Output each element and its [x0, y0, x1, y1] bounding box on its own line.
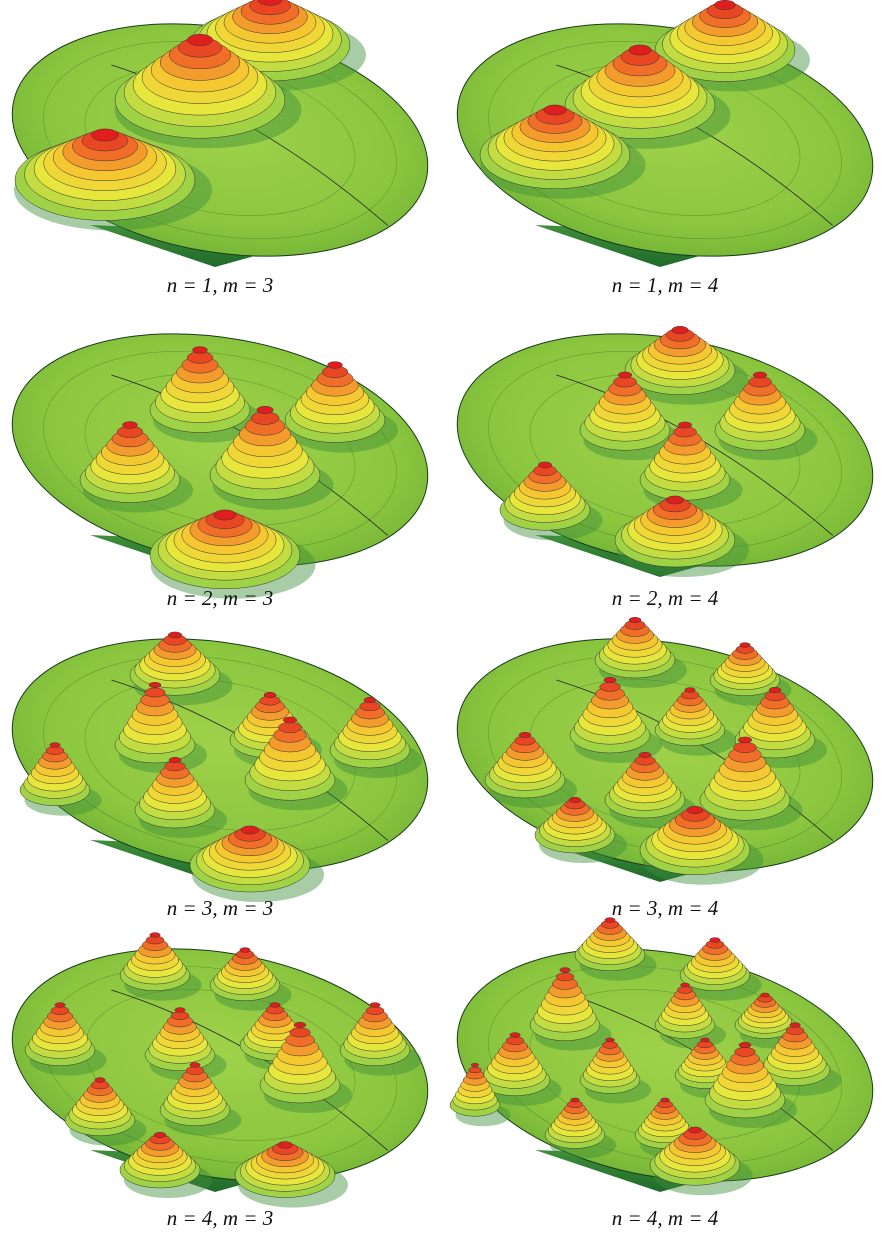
peak-contour [761, 993, 770, 997]
peak-contour [733, 742, 756, 752]
caption: n = 2, m = 4 [612, 586, 719, 610]
peak-contour [677, 987, 692, 994]
peak-contour [606, 1038, 615, 1042]
figure: n = 1, m = 3 n = 1, m = 4 n = 2, m = 3 n = … [0, 0, 884, 1243]
peak-contour [175, 1008, 186, 1013]
peak-contour [168, 632, 182, 638]
peak-contour [571, 1098, 580, 1102]
peak-contour [154, 1132, 166, 1137]
peak-contour [145, 688, 166, 697]
surface-plot [439, 303, 884, 597]
peak-contour [270, 1003, 281, 1008]
peak-contour [765, 692, 786, 701]
peak-contour [366, 1007, 384, 1015]
peak-contour [165, 762, 186, 771]
surface-plot [439, 608, 884, 902]
peak-contour [701, 1038, 710, 1042]
surface-plot [0, 303, 446, 599]
peak-contour [149, 682, 161, 687]
peak [575, 918, 657, 981]
peak-contour [687, 806, 704, 813]
peak-contour [506, 1037, 524, 1045]
peak-contour [241, 826, 259, 834]
peak-contour [715, 0, 736, 9]
peak-contour [193, 347, 208, 354]
caption: n = 1, m = 3 [167, 273, 274, 297]
peak-contour [294, 1022, 306, 1027]
peak-contour [605, 918, 616, 923]
peak-contour [790, 1023, 801, 1028]
peak-contour [471, 1063, 479, 1066]
peak-contour [569, 797, 581, 802]
peak-contour [618, 372, 632, 378]
peak-contour [92, 129, 119, 141]
peak-contour [600, 682, 621, 691]
peak-contour [214, 510, 237, 520]
peak-contour [769, 687, 781, 692]
peak-contour [364, 697, 376, 702]
peak-contour [681, 983, 690, 987]
peak-contour [738, 737, 752, 743]
peak-contour [602, 1042, 617, 1049]
peak-contour [629, 617, 641, 622]
peak-contour [688, 1127, 702, 1133]
peak-contour [678, 422, 692, 428]
peak-contour [190, 1063, 201, 1068]
peak-contour [538, 462, 552, 468]
surface-plot [0, 608, 446, 902]
peak-contour [519, 732, 531, 737]
caption: n = 3, m = 4 [612, 896, 719, 920]
peak-contour [95, 1078, 106, 1083]
peak-contour [685, 688, 696, 693]
peak-contour [187, 34, 213, 45]
peak-contour [278, 722, 301, 732]
peak-contour [740, 643, 751, 648]
peak-contour [753, 372, 767, 378]
peak-contour [604, 677, 616, 682]
peak-contour [639, 752, 651, 757]
peak-contour [55, 1003, 66, 1008]
peak-contour [661, 1098, 670, 1102]
surface-plot [439, 0, 884, 287]
peak-contour [264, 692, 276, 697]
peak-contour [169, 757, 181, 762]
peak-contour [283, 717, 297, 723]
peak-contour [556, 973, 574, 981]
peak-contour [328, 362, 343, 369]
peak-contour [360, 702, 381, 711]
peak-contour [786, 1027, 804, 1035]
surface-plot [0, 918, 446, 1212]
page: {"panels": [ {"caption": "n = 1, m = 3"}… [0, 0, 884, 1243]
caption: n = 3, m = 3 [167, 896, 274, 920]
peak-contour [290, 1028, 311, 1037]
peak-contour [186, 1067, 204, 1075]
peak-contour [46, 747, 64, 755]
peak-contour [629, 45, 652, 55]
peak-contour [666, 496, 684, 504]
peak-contour [560, 968, 571, 973]
caption: n = 1, m = 4 [612, 273, 719, 297]
peak-contour [710, 938, 721, 943]
peak-contour [469, 1067, 482, 1073]
peak-contour [544, 105, 567, 115]
peak-contour [278, 1142, 293, 1149]
peak-contour [51, 1007, 69, 1015]
peak-contour [739, 1042, 751, 1047]
caption: n = 4, m = 3 [167, 1206, 274, 1230]
peak-contour [257, 406, 274, 413]
peak-contour [123, 422, 138, 429]
peak-contour [672, 326, 689, 333]
peak-contour [370, 1003, 381, 1008]
peak-contour [510, 1033, 521, 1038]
peak-contour [240, 948, 251, 953]
caption: n = 2, m = 3 [167, 586, 274, 610]
peak-contour [735, 1047, 756, 1056]
surface-plot [439, 918, 884, 1212]
caption: n = 4, m = 4 [612, 1206, 719, 1230]
peak-contour [50, 743, 61, 748]
surface-plot [0, 0, 446, 287]
peak-contour [171, 1012, 189, 1020]
peak-contour [150, 933, 161, 938]
